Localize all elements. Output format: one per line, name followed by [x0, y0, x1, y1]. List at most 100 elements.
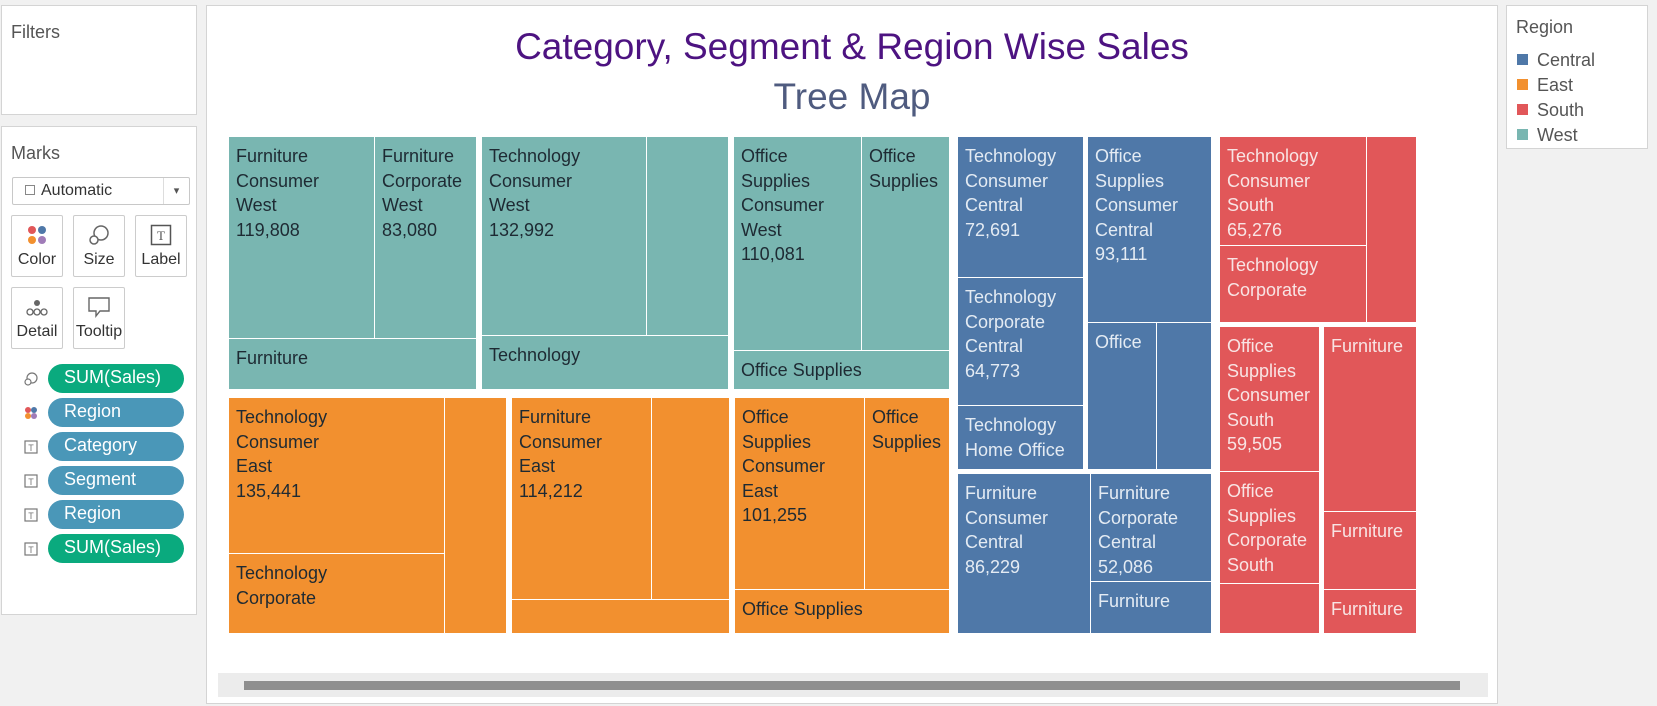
- label-button[interactable]: T Label: [135, 215, 187, 277]
- mark-type-dropdown[interactable]: Automatic ▾: [12, 177, 190, 205]
- cell-label-line: Office: [1227, 481, 1274, 501]
- color-button[interactable]: Color: [11, 215, 63, 277]
- pill-region-label[interactable]: Region: [48, 500, 184, 529]
- cell-label-line: Corporate: [1227, 279, 1308, 300]
- cell-label-line: West: [382, 195, 423, 215]
- treemap-cell-central[interactable]: Office: [1087, 322, 1157, 470]
- pill-sum-sales-size[interactable]: SUM(Sales): [48, 364, 184, 393]
- tooltip-button[interactable]: Tooltip: [73, 287, 125, 349]
- tooltip-icon: [74, 288, 124, 320]
- cell-label-line: South: [1227, 554, 1275, 575]
- cell-label-line: West: [489, 195, 530, 215]
- cell-label-line: 52,086: [1098, 556, 1154, 577]
- treemap-cell-south[interactable]: Furniture: [1323, 326, 1417, 512]
- svg-text:T: T: [28, 443, 34, 453]
- treemap-cell-east[interactable]: [651, 397, 730, 600]
- treemap-cell-central[interactable]: Technology Consumer Central 72,691: [957, 136, 1084, 278]
- cell-label-line: Furniture: [1098, 591, 1171, 611]
- treemap-cell-central[interactable]: [1156, 322, 1212, 470]
- treemap-cell-south[interactable]: Furniture: [1323, 511, 1417, 590]
- cell-label-line: Office Supplies: [742, 599, 863, 619]
- legend-label: Central: [1537, 50, 1596, 70]
- treemap-cell-east[interactable]: Technology Consumer East 135,441: [228, 397, 445, 554]
- cell-label-line: Home Office: [965, 439, 1065, 460]
- cell-label-line: Office: [741, 146, 788, 166]
- treemap-cell-south[interactable]: Technology Consumer South 65,276: [1219, 136, 1367, 246]
- size-icon: [74, 216, 124, 248]
- cell-label-line: Consumer: [1227, 385, 1311, 405]
- cell-label-line: East: [519, 456, 556, 476]
- treemap-cell-central[interactable]: Furniture Consumer Central 86,229: [957, 473, 1091, 634]
- treemap-cell-south[interactable]: Technology Corporate: [1219, 245, 1367, 323]
- scrollbar-thumb[interactable]: [244, 681, 1460, 690]
- tooltip-label: Tooltip: [75, 323, 123, 340]
- pill-segment-label[interactable]: Segment: [48, 466, 184, 495]
- treemap-cell-west[interactable]: Office Supplies: [861, 136, 950, 351]
- treemap-cell-west[interactable]: Furniture Consumer West 119,808: [228, 136, 375, 339]
- treemap-cell-east[interactable]: [444, 397, 507, 634]
- size-button[interactable]: Size: [73, 215, 125, 277]
- svg-text:T: T: [157, 228, 165, 243]
- detail-label: Detail: [16, 323, 58, 340]
- treemap-cell-central[interactable]: Furniture Corporate Central 52,086: [1090, 473, 1212, 582]
- chevron-down-icon[interactable]: ▾: [163, 178, 189, 204]
- treemap-cell-east[interactable]: Technology Corporate: [228, 553, 445, 634]
- pill-category-label[interactable]: Category: [48, 432, 184, 461]
- text-label-icon: T: [24, 440, 38, 454]
- treemap-cell-central[interactable]: Technology Home Office: [957, 405, 1084, 470]
- treemap-cell-east[interactable]: Office Supplies Consumer East 101,255: [734, 397, 865, 590]
- cell-label-line: Supplies: [872, 431, 942, 452]
- treemap-cell-west[interactable]: Office Supplies Consumer West 110,081: [733, 136, 862, 351]
- cell-label-line: Corporate: [1227, 530, 1308, 550]
- treemap-cell-west[interactable]: Technology Consumer West 132,992: [481, 136, 647, 336]
- cell-label-line: Furniture: [519, 407, 592, 427]
- treemap-cell-west[interactable]: Technology: [481, 335, 729, 390]
- treemap-cell-central[interactable]: Technology Corporate Central 64,773: [957, 277, 1084, 406]
- treemap-cell-east[interactable]: Office Supplies: [734, 589, 950, 634]
- cell-label-line: Furniture: [1331, 336, 1404, 356]
- legend-item-central[interactable]: Central: [1517, 50, 1595, 71]
- treemap-cell-south[interactable]: [1219, 583, 1320, 634]
- horizontal-scrollbar[interactable]: [218, 673, 1488, 697]
- cell-label-line: Furniture: [1098, 483, 1171, 503]
- treemap-cell-west[interactable]: Furniture: [228, 338, 477, 390]
- legend-item-west[interactable]: West: [1517, 125, 1578, 146]
- cell-label-line: Office: [1095, 146, 1142, 166]
- cell-label-line: West: [741, 219, 782, 240]
- treemap-cell-central[interactable]: Furniture: [1090, 581, 1212, 634]
- cell-label-line: 65,276: [1227, 219, 1283, 240]
- detail-button[interactable]: Detail: [11, 287, 63, 349]
- legend-item-south[interactable]: South: [1517, 100, 1584, 121]
- treemap-cell-south[interactable]: [1366, 136, 1417, 323]
- legend-item-east[interactable]: East: [1517, 75, 1573, 96]
- cell-label-line: 119,808: [236, 219, 300, 240]
- treemap-cell-west[interactable]: [646, 136, 729, 336]
- cell-label-line: Consumer: [1227, 170, 1311, 191]
- cell-label-line: Consumer: [236, 431, 320, 452]
- cell-label-line: Consumer: [1095, 195, 1179, 215]
- treemap: Furniture Consumer West 119,808 Furniture Cor…: [228, 136, 1480, 667]
- treemap-cell-east[interactable]: [511, 599, 730, 634]
- cell-label-line: 93,111: [1095, 244, 1148, 264]
- pill-region-color[interactable]: Region: [48, 398, 184, 427]
- legend-title: Region: [1516, 17, 1574, 37]
- treemap-cell-west[interactable]: Furniture Corporate West 83,080: [374, 136, 477, 339]
- treemap-cell-east[interactable]: Office Supplies: [864, 397, 950, 590]
- treemap-cell-south[interactable]: Office Supplies Consumer South 59,505: [1219, 326, 1320, 472]
- text-label-icon: T: [24, 542, 38, 556]
- treemap-cell-west[interactable]: Office Supplies: [733, 350, 950, 390]
- chart-subtitle: Tree Map: [773, 76, 931, 117]
- cell-label-line: Technology: [489, 146, 581, 166]
- cell-label-line: Technology: [1227, 146, 1319, 166]
- treemap-cell-east[interactable]: Furniture Consumer East 114,212: [511, 397, 652, 600]
- cell-label-line: 132,992: [489, 219, 555, 240]
- text-label-icon: T: [24, 508, 38, 522]
- treemap-cell-south[interactable]: Furniture: [1323, 589, 1417, 634]
- treemap-cell-south[interactable]: Office Supplies Corporate South: [1219, 471, 1320, 584]
- pill-sum-sales-label[interactable]: SUM(Sales): [48, 534, 184, 563]
- cell-label-line: Office: [1227, 336, 1274, 356]
- filters-shelf[interactable]: Filters: [1, 5, 197, 115]
- cell-label-line: Consumer: [965, 507, 1049, 528]
- legend-label: West: [1537, 125, 1578, 145]
- treemap-cell-central[interactable]: Office Supplies Consumer Central 93,111: [1087, 136, 1212, 323]
